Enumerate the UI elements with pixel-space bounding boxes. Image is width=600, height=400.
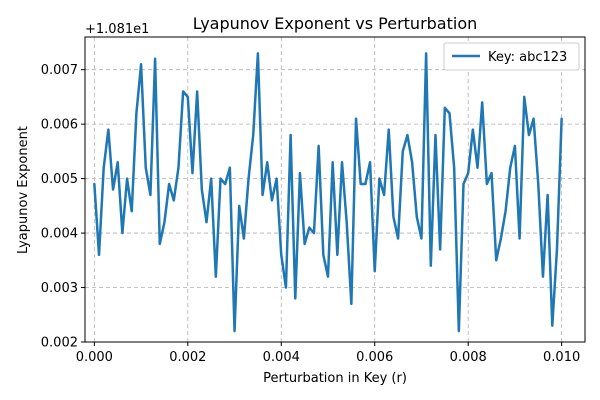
y-tick-label: 0.003: [41, 281, 78, 296]
y-tick-label: 0.005: [41, 172, 78, 187]
x-tick-label: 0.010: [543, 350, 580, 365]
legend-box: [443, 42, 580, 71]
legend-label: Key: abc123: [488, 50, 567, 65]
y-tick-label: 0.007: [41, 63, 78, 78]
plot-frame: [84, 36, 586, 343]
x-tick-label: 0.008: [450, 350, 487, 365]
plot-layer: [93, 52, 563, 333]
y-tick-label: 0.002: [41, 336, 78, 351]
x-axis-label: Perturbation in Key (r): [263, 371, 407, 386]
y-axis-label: Lyapunov Exponent: [16, 126, 31, 254]
x-tick-label: 0.002: [169, 350, 206, 365]
series-line: [93, 52, 563, 333]
y-tick-label: 0.004: [41, 227, 78, 242]
y-tick-label: 0.006: [41, 118, 78, 133]
y-offset-label: +1.081e1: [85, 22, 149, 37]
legend: Key: abc123: [443, 42, 580, 71]
x-tick-label: 0.006: [356, 350, 393, 365]
x-tick-label: 0.000: [76, 350, 113, 365]
x-tick-label: 0.004: [263, 350, 300, 365]
chart-title: Lyapunov Exponent vs Perturbation: [193, 14, 478, 33]
ticks-layer: 0.000 0.002 0.004 0.006 0.008 0.0100.0020.003…: [41, 63, 580, 365]
